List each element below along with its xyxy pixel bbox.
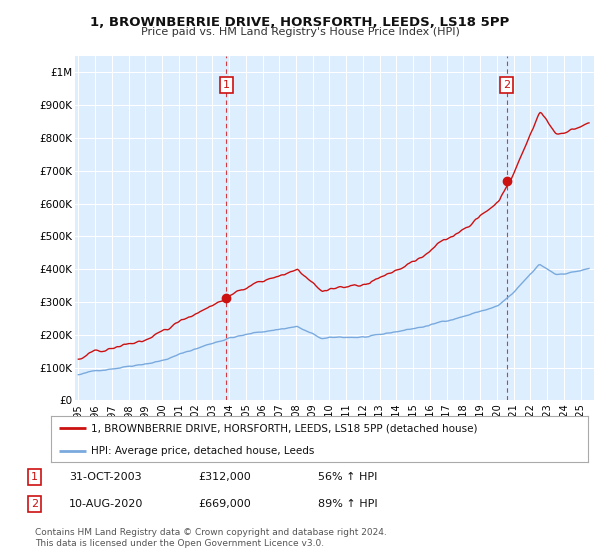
Text: 56% ↑ HPI: 56% ↑ HPI [318,472,377,482]
Text: £669,000: £669,000 [198,499,251,509]
Text: Price paid vs. HM Land Registry's House Price Index (HPI): Price paid vs. HM Land Registry's House … [140,27,460,37]
Text: 1, BROWNBERRIE DRIVE, HORSFORTH, LEEDS, LS18 5PP (detached house): 1, BROWNBERRIE DRIVE, HORSFORTH, LEEDS, … [91,423,478,433]
Text: 31-OCT-2003: 31-OCT-2003 [69,472,142,482]
Text: 1, BROWNBERRIE DRIVE, HORSFORTH, LEEDS, LS18 5PP: 1, BROWNBERRIE DRIVE, HORSFORTH, LEEDS, … [91,16,509,29]
Text: 1: 1 [223,80,230,90]
Text: HPI: Average price, detached house, Leeds: HPI: Average price, detached house, Leed… [91,446,314,455]
Text: 2: 2 [31,499,38,509]
Text: 10-AUG-2020: 10-AUG-2020 [69,499,143,509]
Text: £312,000: £312,000 [198,472,251,482]
Text: 2: 2 [503,80,510,90]
Text: 1: 1 [31,472,38,482]
Text: Contains HM Land Registry data © Crown copyright and database right 2024.
This d: Contains HM Land Registry data © Crown c… [35,528,386,548]
Text: 89% ↑ HPI: 89% ↑ HPI [318,499,377,509]
